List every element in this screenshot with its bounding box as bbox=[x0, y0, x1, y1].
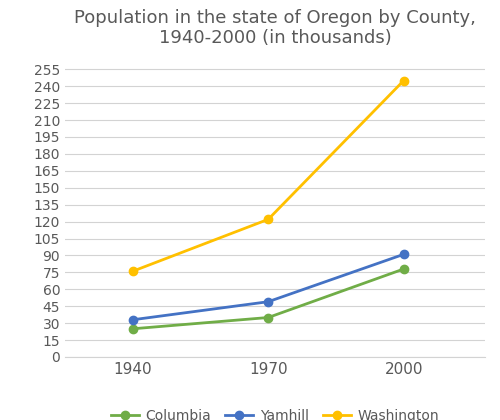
Columbia bbox=[265, 315, 271, 320]
Line: Columbia: Columbia bbox=[128, 265, 408, 333]
Washington bbox=[265, 217, 271, 222]
Title: Population in the state of Oregon by County,
1940-2000 (in thousands): Population in the state of Oregon by Cou… bbox=[74, 9, 476, 47]
Yamhill bbox=[130, 317, 136, 322]
Yamhill bbox=[400, 252, 406, 257]
Washington bbox=[130, 269, 136, 274]
Line: Washington: Washington bbox=[128, 76, 408, 276]
Legend: Columbia, Yamhill, Washington: Columbia, Yamhill, Washington bbox=[106, 403, 444, 420]
Columbia bbox=[130, 326, 136, 331]
Line: Yamhill: Yamhill bbox=[128, 250, 408, 324]
Washington bbox=[400, 78, 406, 83]
Yamhill bbox=[265, 299, 271, 304]
Columbia bbox=[400, 266, 406, 271]
